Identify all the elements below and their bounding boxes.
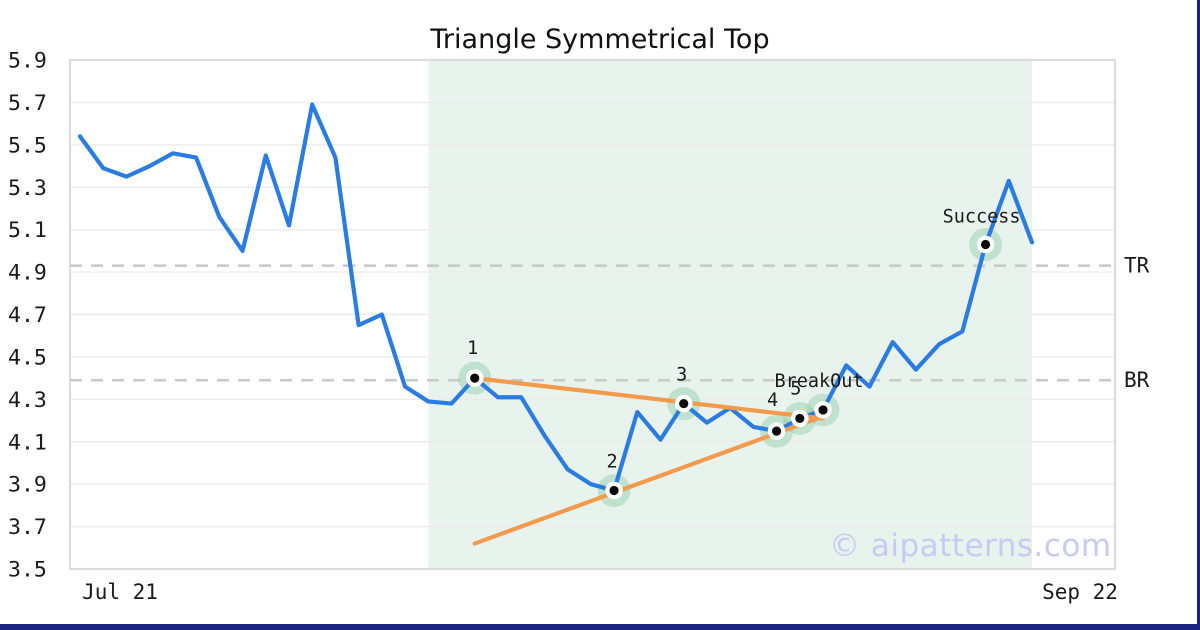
x-tick-label: Jul 21 [82,580,158,604]
price-line [77,102,1035,493]
annotation-label: 3 [676,365,687,386]
y-tick-label: 3.9 [8,473,47,498]
marker-dot [795,413,805,424]
y-tick-label: 4.1 [8,430,47,455]
trendline-upper [472,376,826,421]
marker-dot [609,485,619,496]
y-tick-label: 5.7 [8,91,47,116]
y-tick-label: 4.3 [8,388,47,413]
y-tick-label: 5.5 [8,133,47,158]
level-label: TR [1124,254,1150,278]
footer-bar [0,624,1200,630]
marker-dot [679,398,689,409]
y-tick-label: 4.9 [8,261,47,286]
annotation-label: 2 [606,452,617,473]
marker-dot [980,239,991,250]
annotation-label: 4 [767,390,778,411]
annotation-label: 1 [467,338,478,359]
y-tick-label: 5.1 [8,218,47,243]
marker-dot [470,373,480,383]
marker-dot [771,426,782,436]
marker-dot [818,405,828,415]
plot-border [68,58,1117,571]
y-tick-label: 4.5 [8,345,47,370]
trendline-lower [472,414,826,546]
watermark: © aipatterns.com [829,528,1112,564]
y-tick-label: 4.7 [8,303,47,328]
y-tick-label: 5.9 [8,49,47,74]
y-tick-label: 3.5 [8,558,47,583]
right-edge-border [1197,0,1200,630]
level-label: BR [1124,368,1150,392]
x-tick-label: Sep 22 [1042,580,1118,604]
annotation-label: BreakOut [774,371,863,392]
y-tick-label: 5.3 [8,176,47,201]
annotation-label: Success [943,207,1021,228]
annotation-label: 5 [790,378,801,399]
y-tick-label: 3.7 [8,515,47,540]
chart-title: Triangle Symmetrical Top [430,24,770,55]
